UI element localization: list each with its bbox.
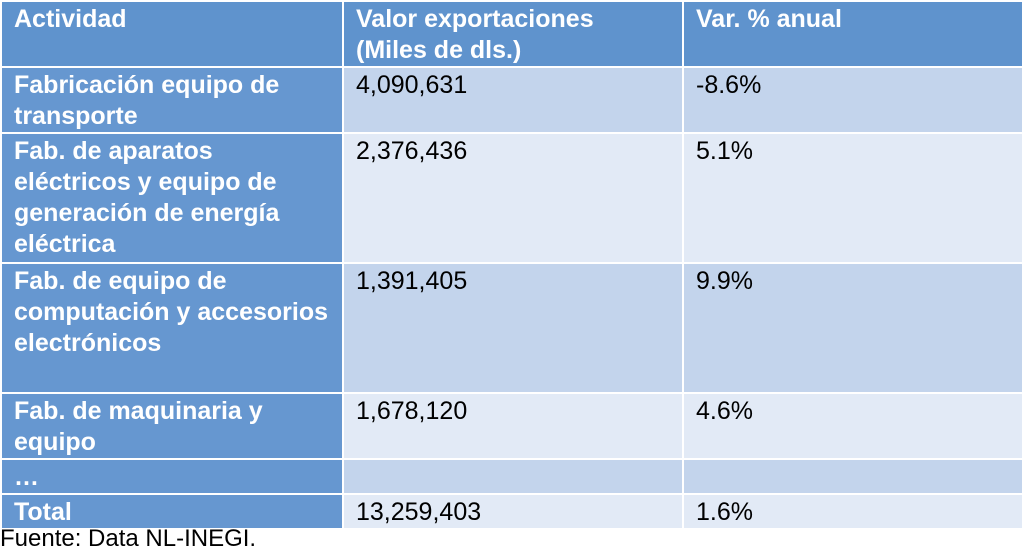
table-row: Fab. de maquinaria y equipo 1,678,120 4.… [0,392,1024,460]
table-row-total: Total 13,259,403 1.6% [0,493,1024,530]
cell-variacion: 5.1% [682,132,1024,264]
cell-valor [342,458,684,495]
cell-variacion: 1.6% [682,493,1024,530]
cell-actividad: Fab. de equipo de computación y accesori… [0,262,344,394]
cell-valor: 1,678,120 [342,392,684,460]
exports-table: Actividad Valor exportaciones (Miles de … [0,0,1024,530]
cell-variacion: 9.9% [682,262,1024,394]
cell-valor: 1,391,405 [342,262,684,394]
table-row: Fab. de equipo de computación y accesori… [0,262,1024,394]
table-row: … [0,458,1024,495]
table-header-row: Actividad Valor exportaciones (Miles de … [0,0,1024,68]
cell-valor: 13,259,403 [342,493,684,530]
cell-variacion: 4.6% [682,392,1024,460]
cell-actividad: Fab. de aparatos eléctricos y equipo de … [0,132,344,264]
cell-valor: 4,090,631 [342,66,684,134]
cell-variacion [682,458,1024,495]
cell-actividad: … [0,458,344,495]
header-valor-exportaciones: Valor exportaciones (Miles de dls.) [342,0,684,68]
table-row: Fabricación equipo de transporte 4,090,6… [0,66,1024,134]
cell-valor: 2,376,436 [342,132,684,264]
cell-actividad: Fabricación equipo de transporte [0,66,344,134]
header-actividad: Actividad [0,0,344,68]
header-variacion-anual: Var. % anual [682,0,1024,68]
cell-variacion: -8.6% [682,66,1024,134]
cell-actividad: Total [0,493,344,530]
table-row: Fab. de aparatos eléctricos y equipo de … [0,132,1024,264]
cell-actividad: Fab. de maquinaria y equipo [0,392,344,460]
source-note: Fuente: Data NL-INEGI. [0,525,257,552]
